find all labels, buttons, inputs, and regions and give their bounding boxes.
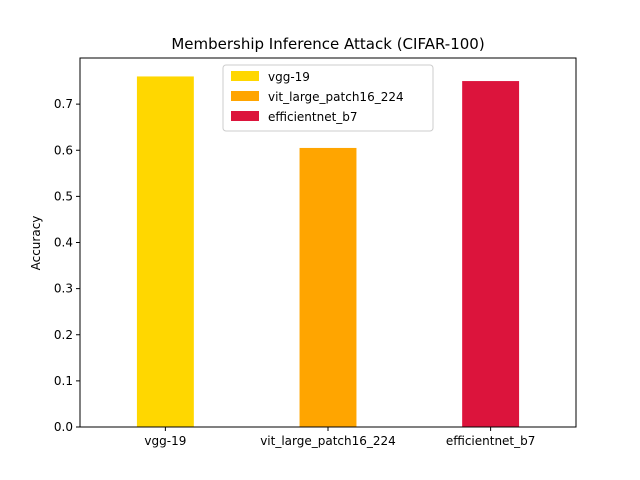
y-tick-label: 0.0 xyxy=(54,420,73,434)
legend-swatch xyxy=(231,91,259,101)
y-tick-label: 0.2 xyxy=(54,328,73,342)
bar-efficientnet_b7 xyxy=(462,81,520,427)
legend-entry: efficientnet_b7 xyxy=(268,110,358,124)
legend-entry: vgg-19 xyxy=(268,70,310,84)
legend-swatch xyxy=(231,71,259,81)
legend-box xyxy=(222,64,434,132)
bar-vit_large_patch16_224 xyxy=(299,147,357,427)
legend-entry: vit_large_patch16_224 xyxy=(268,90,404,104)
chart-title: Membership Inference Attack (CIFAR-100) xyxy=(171,35,484,53)
y-tick-label: 0.5 xyxy=(54,189,73,203)
bar-vgg-19 xyxy=(136,76,194,427)
x-tick-label: efficientnet_b7 xyxy=(446,434,536,448)
x-tick-label: vgg-19 xyxy=(144,434,186,448)
y-tick-label: 0.1 xyxy=(54,374,73,388)
x-tick-label: vit_large_patch16_224 xyxy=(260,434,396,448)
y-axis-label: Accuracy xyxy=(29,216,43,271)
legend: vgg-19 vit_large_patch16_224 efficientnet_… xyxy=(222,64,434,132)
plot-area: 0.0 0.1 0.2 0.3 0.4 0.5 0.6 0.7 vgg-19 vit_large_… xyxy=(54,57,577,448)
legend-swatch xyxy=(231,111,259,121)
y-tick-label: 0.7 xyxy=(54,97,73,111)
y-tick-label: 0.3 xyxy=(54,282,73,296)
y-tick-label: 0.4 xyxy=(54,236,73,250)
y-tick-label: 0.6 xyxy=(54,143,73,157)
